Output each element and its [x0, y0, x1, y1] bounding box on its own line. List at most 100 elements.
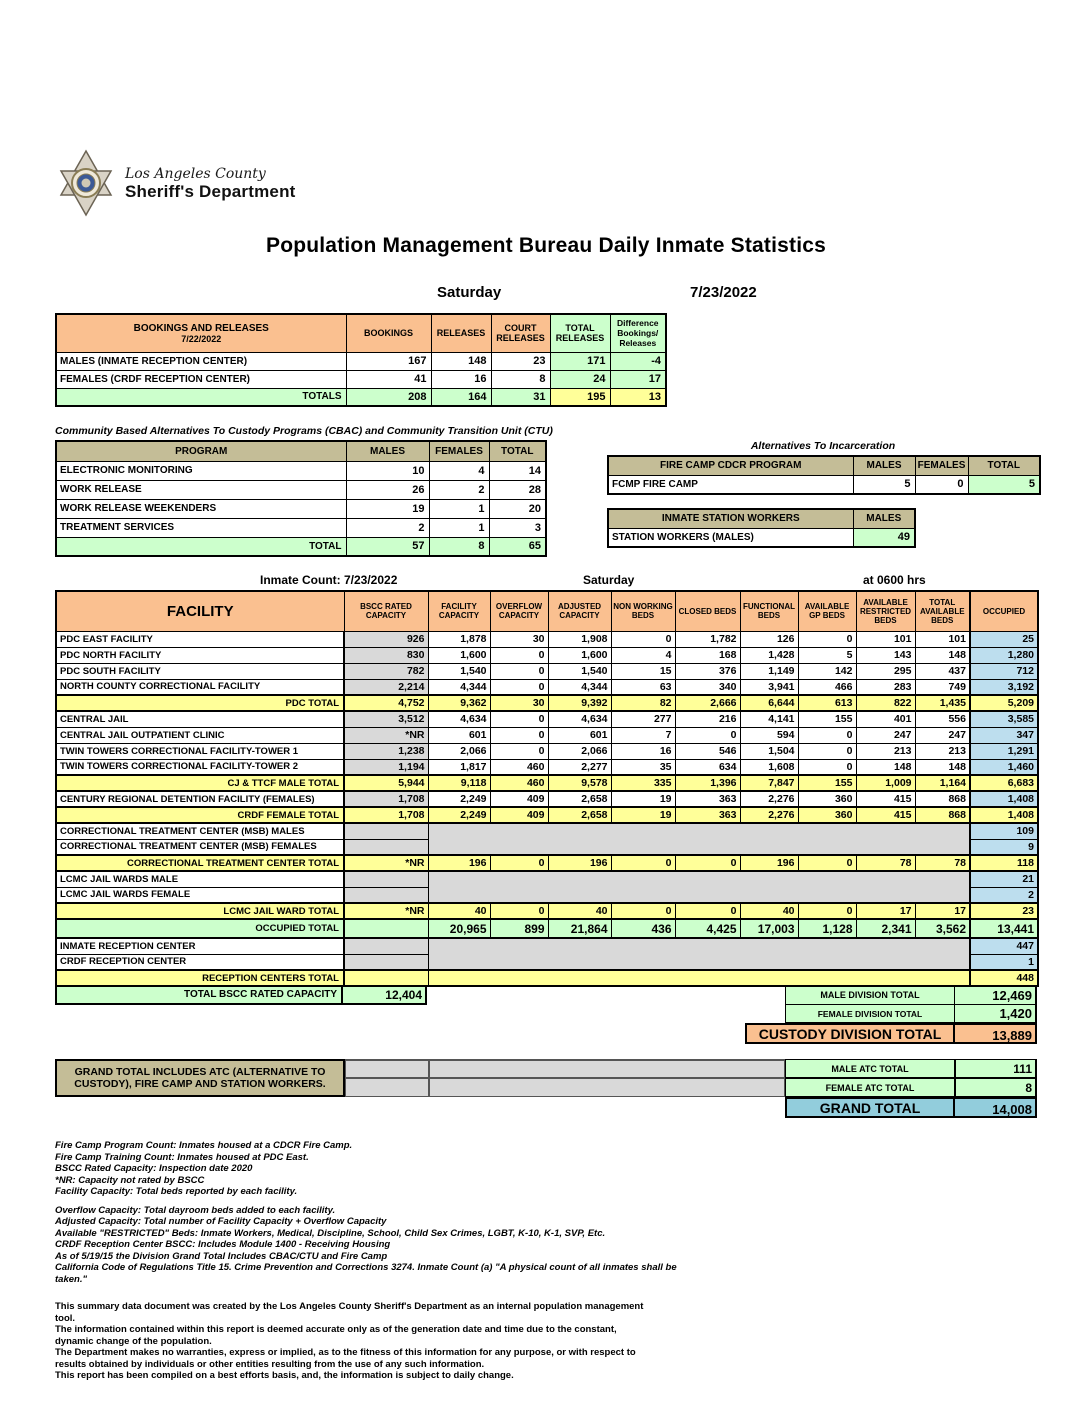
col-overflow-capacity: OVERFLOW CAPACITY [489, 590, 549, 632]
alternatives-block: Alternatives To Incarceration FIRE CAMP … [607, 440, 1041, 548]
facility-cell: 460 [489, 758, 549, 776]
facility-cell: 360 [797, 806, 857, 824]
disclaimer-line: This summary data document was created b… [55, 1301, 644, 1324]
facility-cell: 415 [855, 790, 916, 808]
facility-cell: 0 [610, 854, 676, 872]
facility-row: RECEPTION CENTERS TOTAL 448 [55, 969, 1039, 987]
facility-cell: 601 [427, 726, 491, 744]
facility-cell: 78 [855, 854, 916, 872]
facility-cell: 4,425 [674, 918, 741, 939]
facility-row-label: LCMC JAIL WARDS FEMALE [55, 886, 345, 904]
grand-total-value: 14,008 [955, 1097, 1037, 1118]
cbac-row: WORK RELEASE 26 2 28 [55, 479, 547, 500]
facility-cell: 63 [610, 678, 676, 696]
facility-row: TWIN TOWERS CORRECTIONAL FACILITY-TOWER … [55, 742, 1039, 760]
facility-cell: 142 [797, 662, 857, 680]
facility-row: LCMC JAIL WARDS MALE 21 [55, 870, 1039, 904]
facility-cell: 0 [797, 742, 857, 760]
col-females: FEMALES [428, 440, 490, 462]
inmate-count-time: at 0600 hrs [863, 573, 926, 587]
facility-cell: 196 [427, 854, 491, 872]
facility-cell: 7 [610, 726, 676, 744]
facility-cell: 4,344 [547, 678, 612, 696]
cell: 8 [490, 369, 551, 389]
facility-cell: 1,600 [547, 646, 612, 664]
cell: 41 [345, 369, 432, 389]
col-adjusted-capacity: ADJUSTED CAPACITY [547, 590, 612, 632]
footnote-line: California Code of Regulations Title 15.… [55, 1262, 677, 1285]
col-program: PROGRAM [55, 440, 347, 462]
female-division-total-label: FEMALE DIVISION TOTAL [785, 1005, 955, 1023]
facility-header-row: FACILITY BSCC RATED CAPACITY FACILITY CA… [55, 590, 1039, 632]
facility-cell: 2,249 [427, 790, 491, 808]
report-date-row: Saturday 7/23/2022 [55, 284, 1037, 304]
col-bookings: BOOKINGS [345, 313, 432, 353]
col-females: FEMALES [914, 455, 969, 476]
facility-cell: 3,192 [969, 678, 1039, 696]
total-bscc-value: 12,404 [343, 987, 427, 1005]
facility-cell: 1,435 [914, 694, 971, 712]
facility-cell: 1,396 [674, 774, 741, 792]
facility-cell: 1,408 [969, 790, 1039, 808]
disclaimer: This summary data document was created b… [55, 1301, 655, 1382]
col-available-gp-beds: AVAILABLE GP BEDS [797, 590, 857, 632]
facility-cell: 3,941 [739, 678, 799, 696]
grand-total-note: GRAND TOTAL INCLUDES ATC (ALTERNATIVE TO… [55, 1059, 345, 1097]
facility-cell: 2,341 [855, 918, 916, 939]
facility-cell: 148 [914, 758, 971, 776]
col-closed-beds: CLOSED BEDS [674, 590, 741, 632]
cell: 3 [488, 517, 547, 538]
facility-cell: 1,408 [969, 806, 1039, 824]
facility-row-label: LCMC JAIL WARDS MALE [55, 870, 345, 888]
male-division-total-label: MALE DIVISION TOTAL [785, 987, 955, 1005]
cell: 16 [430, 369, 492, 389]
cell: 19 [345, 498, 430, 519]
facility-occupied-cell: 109 [969, 822, 1039, 840]
facility-row: NORTH COUNTY CORRECTIONAL FACILITY 2,214 4… [55, 678, 1039, 696]
facility-row: CORRECTIONAL TREATMENT CENTER TOTAL *NR 19… [55, 854, 1039, 872]
facility-row-label: CENTRAL JAIL OUTPATIENT CLINIC [55, 726, 345, 744]
cell: 17 [609, 369, 667, 389]
facility-cell: 3,562 [914, 918, 971, 939]
facility-cell: 1,540 [547, 662, 612, 680]
cell: 0 [914, 474, 969, 495]
agency-header: Los Angeles County Sheriff's Department [55, 148, 1037, 220]
facility-table: FACILITY BSCC RATED CAPACITY FACILITY CA… [55, 590, 1039, 987]
facility-cell: 9,392 [547, 694, 612, 712]
page-title: Population Management Bureau Daily Inmat… [265, 234, 827, 257]
facility-cell: 155 [797, 710, 857, 728]
female-atc-total-label: FEMALE ATC TOTAL [785, 1078, 955, 1097]
facility-row-label: LCMC JAIL WARD TOTAL [55, 902, 345, 920]
facility-cell: 4,634 [547, 710, 612, 728]
row-label: FCMP FIRE CAMP [607, 474, 854, 495]
facility-row-label: PDC EAST FACILITY [55, 630, 345, 648]
facility-cell: 436 [610, 918, 676, 939]
facility-cell: 1,009 [855, 774, 916, 792]
facility-cell: 30 [489, 694, 549, 712]
col-males: MALES [852, 508, 916, 529]
facility-cell: 7,847 [739, 774, 799, 792]
facility-cell: 216 [674, 710, 741, 728]
col-available-restricted-beds: AVAILABLE RESTRICTED BEDS [855, 590, 916, 632]
facility-occupied-cell: 21 [969, 870, 1039, 888]
male-division-total-value: 12,469 [955, 987, 1037, 1005]
facility-row-label: PDC SOUTH FACILITY [55, 662, 345, 680]
facility-cell: 2,658 [547, 806, 612, 824]
facility-cell: 376 [674, 662, 741, 680]
row-label: ELECTRONIC MONITORING [55, 460, 347, 481]
facility-cell: 126 [739, 630, 799, 648]
facility-cell: 1,164 [914, 774, 971, 792]
grand-total-section: GRAND TOTAL INCLUDES ATC (ALTERNATIVE TO… [55, 1059, 1037, 1118]
bookings-row-females: FEMALES (CRDF RECEPTION CENTER) 41 16 8 … [55, 369, 667, 389]
station-workers-header-row: INMATE STATION WORKERS MALES [607, 508, 916, 529]
facility-cell: 1,817 [427, 758, 491, 776]
row-label: TOTALS [55, 387, 347, 407]
facility-row-label: PDC TOTAL [55, 694, 345, 712]
bookings-title: BOOKINGS AND RELEASES [133, 322, 269, 334]
facility-cell: 1,708 [343, 806, 429, 824]
custody-division-total-value: 13,889 [955, 1023, 1037, 1044]
cell: 195 [549, 387, 611, 407]
facility-cell: 335 [610, 774, 676, 792]
facility-cell: 1,782 [674, 630, 741, 648]
disclaimer-line: The Department makes no warranties, expr… [55, 1347, 636, 1370]
